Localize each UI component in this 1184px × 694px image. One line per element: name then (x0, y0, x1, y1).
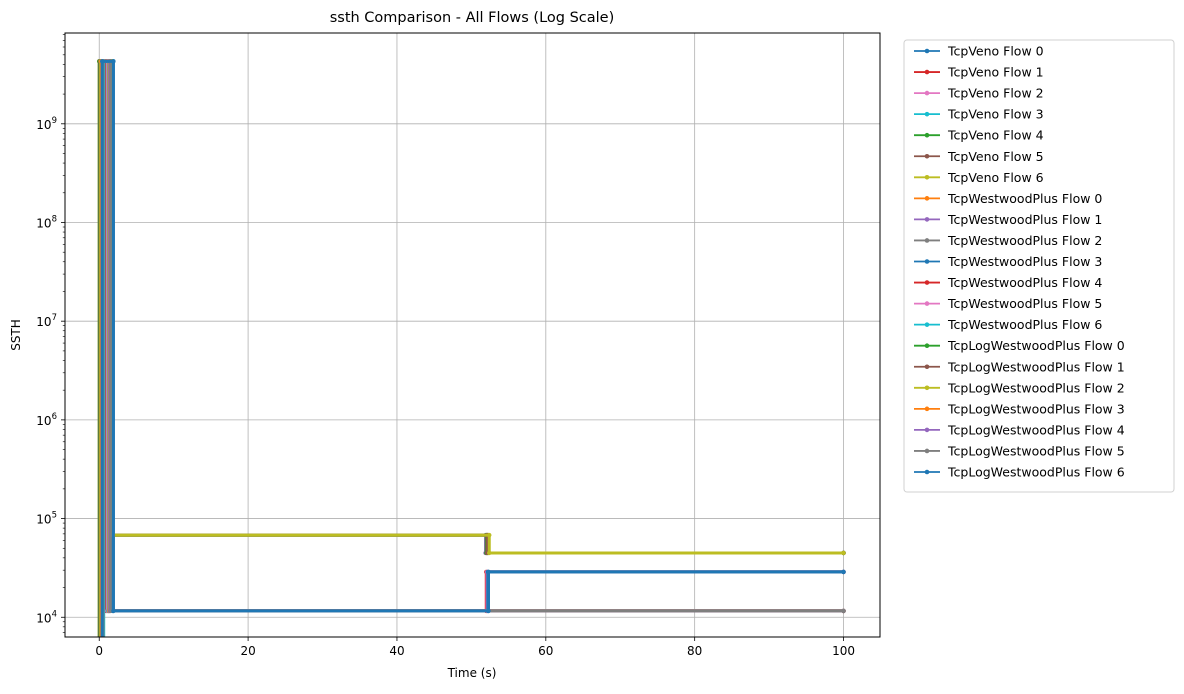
data-point (486, 569, 491, 575)
x-tick-label: 60 (538, 644, 553, 658)
legend-label: TcpLogWestwoodPlus Flow 0 (947, 338, 1125, 353)
legend-swatch-marker (924, 301, 930, 306)
legend-swatch-marker (924, 280, 930, 285)
legend-label: TcpLogWestwoodPlus Flow 4 (947, 422, 1125, 437)
y-tick-label: 107 (36, 313, 57, 329)
legend-label: TcpVeno Flow 3 (947, 107, 1044, 122)
legend-label: TcpVeno Flow 1 (947, 65, 1044, 80)
legend-swatch-marker (924, 322, 930, 327)
legend-label: TcpLogWestwoodPlus Flow 2 (947, 380, 1125, 395)
data-point (487, 532, 492, 538)
legend-label: TcpVeno Flow 4 (947, 128, 1044, 143)
legend-label: TcpLogWestwoodPlus Flow 5 (947, 443, 1125, 458)
legend-swatch-marker (924, 48, 930, 54)
y-tick-label: 106 (36, 412, 57, 428)
y-tick-label: 105 (36, 511, 57, 527)
y-tick-base: 10 (36, 315, 51, 329)
data-point (486, 608, 491, 614)
y-axis-label: SSTH (9, 319, 23, 351)
data-point (111, 59, 116, 64)
legend-label: TcpWestwoodPlus Flow 4 (947, 275, 1102, 290)
x-tick-label: 0 (95, 644, 103, 658)
y-tick-exponent: 5 (52, 511, 57, 521)
x-tick-label: 40 (389, 644, 404, 658)
legend-swatch-marker (924, 406, 930, 412)
data-point (841, 550, 846, 556)
legend-label: TcpVeno Flow 2 (947, 86, 1044, 101)
legend-swatch-marker (924, 111, 930, 117)
legend-swatch-marker (924, 175, 930, 180)
data-point (100, 59, 105, 64)
legend-swatch-marker (924, 196, 930, 201)
y-tick-label: 109 (36, 116, 57, 132)
legend-label: TcpVeno Flow 6 (947, 170, 1044, 185)
legend-swatch-marker (924, 343, 930, 349)
legend-label: TcpWestwoodPlus Flow 0 (947, 191, 1102, 206)
legend-swatch-marker (924, 259, 930, 264)
y-tick-exponent: 6 (52, 412, 57, 422)
data-point (841, 608, 846, 614)
plot-area (97, 59, 846, 637)
legend-label: TcpWestwoodPlus Flow 3 (947, 254, 1102, 269)
data-point (841, 569, 846, 575)
legend-swatch-marker (924, 69, 930, 75)
legend-label: TcpLogWestwoodPlus Flow 3 (947, 401, 1125, 416)
chart-title: ssth Comparison - All Flows (Log Scale) (330, 10, 615, 26)
x-tick-label: 100 (832, 644, 855, 658)
data-point (487, 550, 492, 556)
legend-swatch-marker (924, 238, 930, 243)
y-tick-base: 10 (36, 118, 51, 132)
x-axis-ticks: 0 20 40 60 80 100 (95, 637, 855, 658)
legend: TcpVeno Flow 0 TcpVeno Flow 1 TcpVeno Flow… (903, 39, 1175, 493)
legend-swatch-marker (924, 217, 930, 222)
legend-label: TcpVeno Flow 0 (947, 44, 1044, 59)
legend-label: TcpWestwoodPlus Flow 1 (947, 212, 1102, 227)
legend-swatch-marker (924, 364, 930, 370)
legend-box (903, 39, 1175, 493)
grid (65, 33, 880, 637)
y-tick-exponent: 9 (52, 116, 57, 126)
legend-swatch-marker (924, 385, 930, 391)
y-tick-label: 104 (36, 609, 57, 625)
legend-swatch-marker (924, 427, 930, 433)
legend-swatch-marker (924, 132, 930, 138)
y-tick-exponent: 8 (52, 214, 57, 224)
legend-label: TcpLogWestwoodPlus Flow 6 (947, 465, 1125, 480)
y-tick-exponent: 7 (52, 313, 57, 323)
legend-label: TcpWestwoodPlus Flow 5 (947, 296, 1102, 311)
x-axis-label: Time (s) (447, 666, 497, 680)
legend-label: TcpLogWestwoodPlus Flow 1 (947, 359, 1125, 374)
y-tick-exponent: 4 (52, 609, 57, 619)
y-tick-label: 108 (36, 214, 57, 230)
legend-label: TcpVeno Flow 5 (947, 149, 1044, 164)
axes-frame (64, 32, 881, 638)
data-point (111, 608, 116, 614)
y-tick-base: 10 (36, 611, 51, 625)
y-tick-base: 10 (36, 414, 51, 428)
x-tick-label: 20 (240, 644, 255, 658)
y-tick-base: 10 (36, 513, 51, 527)
legend-swatch-marker (924, 90, 930, 96)
legend-swatch-marker (924, 469, 930, 475)
legend-swatch-marker (924, 448, 930, 454)
legend-label: TcpWestwoodPlus Flow 6 (947, 317, 1102, 332)
x-tick-label: 80 (687, 644, 702, 658)
y-tick-base: 10 (36, 216, 51, 230)
legend-swatch-marker (924, 153, 930, 159)
legend-label: TcpWestwoodPlus Flow 2 (947, 233, 1102, 248)
